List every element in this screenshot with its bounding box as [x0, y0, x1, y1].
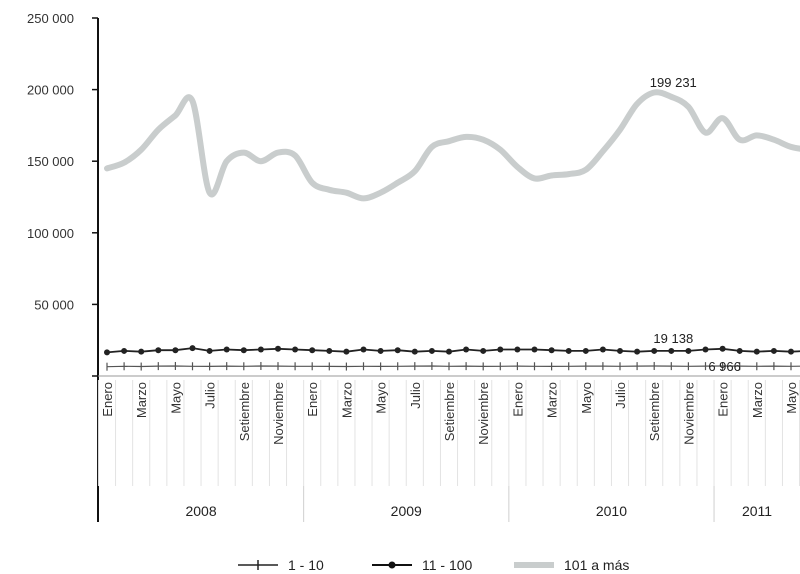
series-point-11-100: [172, 347, 179, 354]
series-point-11-100: [617, 347, 623, 354]
year-label: 2008: [185, 503, 216, 519]
x-tick-label: Enero: [305, 382, 320, 417]
series-layer: [98, 89, 800, 377]
series-point-11-100: [788, 348, 794, 355]
series-point-11-100: [548, 347, 555, 354]
x-tick-label: Marzo: [134, 382, 149, 418]
legend-label: 101 a más: [564, 557, 629, 573]
year-label: 2009: [391, 503, 422, 519]
series-line-1-10: [106, 365, 800, 368]
data-label: 6 966: [708, 359, 741, 374]
x-tick-label: Julio: [203, 382, 218, 409]
series-point-11-100: [189, 345, 196, 352]
x-tick-label: Mayo: [784, 382, 799, 414]
legend: 1 - 10 11 - 100 101 a más: [238, 557, 629, 573]
series-point-11-100: [138, 348, 145, 355]
series-point-11-100: [394, 347, 401, 354]
x-tick-label: Mayo: [374, 382, 389, 414]
y-tick-label: 150 000: [27, 154, 74, 169]
x-tick-label: Setiembre: [647, 382, 662, 441]
series-point-11-100: [121, 347, 128, 354]
series-point-11-100: [480, 347, 487, 354]
x-tick-label: Noviembre: [271, 382, 286, 445]
y-tick-label: 200 000: [27, 83, 74, 98]
series-point-11-100: [292, 346, 299, 353]
series-point-11-100: [223, 346, 230, 353]
y-axis: 250 000 200 000 150 000 100 000 50 000: [27, 11, 99, 522]
legend-label: 11 - 100: [422, 557, 473, 573]
x-tick-label: Noviembre: [681, 382, 696, 445]
y-tick-label: 250 000: [27, 11, 74, 26]
series-point-11-100: [257, 346, 264, 353]
series-line-101-a-mas: [104, 89, 800, 202]
annotation-layer: 199 231 19 138 6 966: [650, 75, 741, 374]
series-point-11-100: [531, 346, 538, 353]
series-point-11-100: [565, 347, 572, 354]
series-point-11-100: [463, 346, 470, 353]
series-point-11-100: [514, 346, 521, 353]
data-label: 199 231: [650, 75, 697, 90]
series-point-11-100: [770, 347, 777, 354]
y-tick-label: 50 000: [34, 297, 74, 312]
series-point-11-100: [411, 348, 418, 355]
series-point-11-100: [599, 346, 606, 353]
series-point-11-100: [736, 347, 743, 354]
x-tick-label: Julio: [613, 382, 628, 409]
legend-swatch-11-100-dot: [388, 561, 396, 569]
x-tick-label: Setiembre: [442, 382, 457, 441]
series-point-11-100: [275, 345, 281, 352]
x-tick-label: Enero: [510, 382, 525, 417]
x-tick-label: Marzo: [750, 382, 765, 418]
y-tick-label: 100 000: [27, 226, 74, 241]
x-tick-label: Enero: [716, 382, 731, 417]
series-point-11-100: [428, 347, 435, 354]
year-label: 2011: [742, 503, 772, 519]
x-tick-label: Enero: [100, 382, 115, 417]
series-point-11-100: [582, 347, 589, 354]
series-point-11-100: [719, 345, 726, 352]
year-label: 2010: [596, 503, 627, 519]
series-point-11-100: [343, 348, 350, 355]
series-point-11-100: [497, 346, 504, 353]
series-point-11-100: [377, 347, 384, 354]
x-tick-label: Mayo: [168, 382, 183, 414]
x-tick-label: Marzo: [339, 382, 354, 418]
series-point-11-100: [651, 347, 658, 354]
series-point-11-100: [206, 347, 213, 354]
series-point-11-100: [240, 347, 247, 354]
legend-label: 1 - 10: [288, 557, 324, 573]
x-axis: Enero Marzo Mayo Julio Setiembre Noviembre Ene…: [97, 380, 800, 522]
series-point-11-100: [634, 348, 641, 355]
series-point-11-100: [104, 349, 110, 356]
data-label: 19 138: [653, 331, 693, 346]
x-tick-label: Marzo: [545, 382, 560, 418]
x-tick-label: Noviembre: [476, 382, 491, 445]
x-tick-label: Julio: [408, 382, 423, 409]
x-tick-label: Mayo: [579, 382, 594, 414]
series-point-11-100: [309, 347, 316, 354]
series-point-11-100: [360, 346, 367, 353]
series-point-11-100: [326, 347, 333, 354]
series-point-11-100: [702, 346, 709, 353]
x-tick-label: Setiembre: [237, 382, 252, 441]
series-point-11-100: [753, 348, 760, 355]
series-point-11-100: [668, 347, 675, 354]
series-point-11-100: [685, 347, 692, 354]
series-point-11-100: [155, 347, 162, 354]
series-point-11-100: [446, 348, 452, 355]
